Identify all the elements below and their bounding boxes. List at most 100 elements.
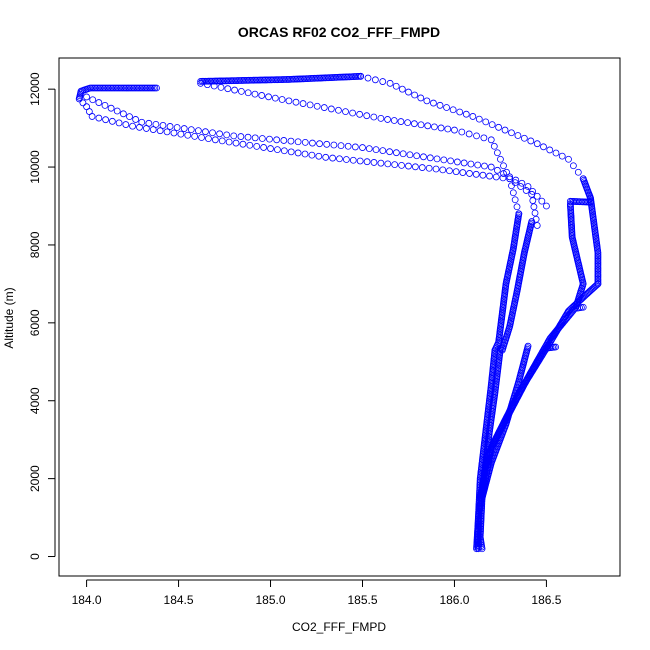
data-point	[424, 122, 432, 130]
data-point	[109, 84, 117, 92]
x-tick-label: 184.0	[72, 593, 102, 607]
data-point	[113, 107, 121, 115]
y-tick-label: 4000	[28, 387, 42, 414]
data-point	[478, 494, 486, 502]
x-tick-label: 186.0	[439, 593, 469, 607]
data-point	[138, 118, 146, 126]
data-point	[453, 158, 461, 166]
data-point	[301, 150, 309, 158]
data-point	[280, 137, 288, 144]
data-point	[329, 154, 337, 162]
data-point	[330, 141, 338, 149]
data-point	[365, 145, 373, 153]
data-point	[529, 197, 537, 204]
data-point	[187, 126, 195, 134]
data-point	[128, 84, 136, 92]
data-point	[152, 120, 160, 128]
x-tick-label: 184.5	[164, 593, 194, 607]
data-point	[479, 171, 487, 179]
data-point	[397, 118, 405, 125]
data-point	[342, 108, 349, 116]
data-point	[503, 168, 510, 176]
data-point	[480, 134, 488, 142]
data-point	[386, 148, 394, 156]
x-tick-label: 185.0	[256, 593, 286, 607]
plot-frame	[58, 57, 621, 577]
data-point	[170, 129, 178, 137]
data-point	[500, 170, 507, 177]
data-point	[493, 166, 501, 174]
data-point	[594, 249, 602, 257]
data-point	[500, 162, 507, 170]
data-point	[594, 273, 602, 281]
data-point	[285, 97, 293, 105]
data-point	[518, 179, 526, 187]
data-point	[474, 161, 482, 169]
data-point	[552, 149, 560, 157]
data-point	[398, 85, 406, 93]
data-point	[411, 163, 419, 171]
data-point	[122, 121, 130, 128]
data-point	[425, 164, 433, 172]
data-point	[320, 104, 328, 111]
data-point	[149, 84, 157, 92]
data-point	[102, 116, 109, 124]
data-point	[136, 84, 144, 92]
y-tick-label: 0	[28, 553, 42, 560]
data-point	[96, 84, 104, 92]
data-point	[511, 196, 519, 204]
data-point	[447, 157, 454, 165]
data-point	[417, 121, 425, 129]
data-point	[392, 149, 400, 157]
data-point	[114, 84, 122, 92]
data-point	[443, 104, 450, 111]
data-point	[487, 136, 495, 144]
chart-title: ORCAS RF02 CO2_FFF_FMPD	[238, 24, 440, 40]
data-point	[292, 98, 300, 106]
data-point	[260, 144, 268, 151]
y-tick-label: 10000	[28, 150, 42, 184]
data-point	[594, 260, 602, 268]
data-point	[337, 142, 345, 150]
data-point	[106, 84, 114, 92]
data-point	[379, 78, 387, 85]
data-point	[126, 113, 133, 121]
data-point	[458, 128, 466, 136]
data-point	[75, 95, 83, 103]
data-point	[124, 84, 131, 92]
data-point	[327, 105, 335, 113]
data-point	[513, 203, 521, 211]
axes: 184.0 184.5 185.0 185.5 186.0 186.5 0 2000 4000 6…	[28, 72, 562, 607]
data-point	[433, 155, 441, 163]
data-point	[258, 92, 266, 99]
data-point	[112, 84, 120, 92]
data-point	[594, 255, 602, 263]
data-point	[420, 153, 427, 161]
data-point	[231, 86, 238, 94]
data-point	[95, 114, 103, 122]
data-point	[323, 140, 331, 148]
data-point	[473, 132, 480, 140]
data-point	[294, 149, 302, 157]
data-point	[130, 84, 138, 92]
data-point	[246, 141, 254, 149]
y-tick-label: 8000	[28, 231, 42, 258]
data-point	[594, 254, 602, 262]
data-point	[386, 79, 394, 87]
data-point	[439, 166, 447, 174]
data-point	[465, 130, 473, 138]
data-point	[237, 88, 245, 95]
data-point	[363, 158, 371, 166]
data-point	[271, 94, 279, 102]
data-point	[492, 173, 500, 181]
data-point	[94, 84, 102, 92]
data-point	[392, 82, 400, 90]
data-point	[115, 84, 123, 92]
data-point	[351, 143, 359, 151]
data-point	[436, 101, 444, 109]
data-point	[594, 250, 602, 258]
data-point	[349, 109, 356, 117]
data-point	[237, 133, 245, 140]
data-point	[180, 125, 188, 132]
data-point	[91, 84, 99, 92]
